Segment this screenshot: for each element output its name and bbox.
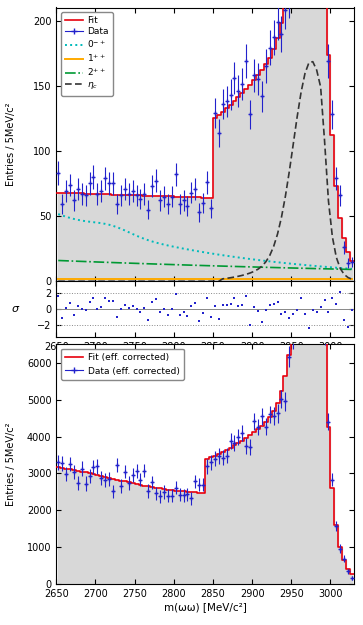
Point bbox=[200, 308, 206, 318]
Point bbox=[275, 297, 281, 307]
Point bbox=[204, 293, 210, 303]
Point bbox=[142, 302, 147, 312]
Point bbox=[161, 304, 167, 314]
Point bbox=[251, 302, 257, 312]
Point bbox=[216, 314, 222, 324]
Point bbox=[228, 299, 233, 309]
Point bbox=[98, 302, 104, 312]
Point bbox=[122, 299, 128, 309]
Legend: Fit, Data, 0$^{-+}$, 1$^{++}$, 2$^{++}$, $\eta_c$: Fit, Data, 0$^{-+}$, 1$^{++}$, 2$^{++}$,… bbox=[61, 12, 113, 96]
Point bbox=[59, 313, 65, 323]
Point bbox=[212, 301, 218, 311]
Point bbox=[236, 301, 241, 311]
Point bbox=[169, 304, 175, 314]
Point bbox=[306, 322, 312, 332]
Point bbox=[345, 322, 351, 332]
Point bbox=[294, 305, 300, 315]
Y-axis label: $\sigma$: $\sigma$ bbox=[11, 304, 21, 314]
Point bbox=[134, 304, 139, 314]
Point bbox=[278, 309, 284, 319]
Point bbox=[173, 289, 179, 299]
Point bbox=[181, 307, 187, 317]
Point bbox=[130, 301, 135, 311]
Point bbox=[188, 301, 194, 311]
Point bbox=[165, 310, 171, 320]
Point bbox=[232, 292, 237, 302]
Point bbox=[286, 312, 292, 322]
Point bbox=[243, 291, 249, 301]
Point bbox=[224, 301, 229, 311]
Point bbox=[94, 304, 100, 314]
Point bbox=[208, 312, 214, 322]
X-axis label: m(ωω) [MeV/c²]: m(ωω) [MeV/c²] bbox=[164, 367, 246, 377]
Point bbox=[153, 294, 159, 304]
Point bbox=[341, 315, 347, 325]
Point bbox=[302, 309, 308, 319]
Point bbox=[259, 318, 265, 328]
Point bbox=[330, 293, 335, 303]
Y-axis label: Entries / 5MeV/c²: Entries / 5MeV/c² bbox=[6, 102, 16, 186]
Point bbox=[271, 299, 277, 309]
Point bbox=[240, 299, 245, 309]
Point bbox=[314, 307, 319, 317]
Point bbox=[282, 307, 288, 317]
Point bbox=[138, 307, 143, 317]
Point bbox=[114, 312, 120, 322]
Point bbox=[349, 305, 355, 315]
Point bbox=[55, 291, 61, 301]
Point bbox=[67, 298, 73, 308]
Point bbox=[118, 304, 124, 314]
Point bbox=[71, 309, 77, 319]
Point bbox=[177, 310, 183, 320]
Point bbox=[318, 302, 323, 312]
Point bbox=[110, 296, 116, 306]
Y-axis label: Entries / 5MeV/c²: Entries / 5MeV/c² bbox=[6, 422, 16, 506]
Point bbox=[310, 304, 316, 314]
Point bbox=[83, 305, 89, 315]
Point bbox=[290, 309, 296, 319]
Point bbox=[196, 316, 202, 326]
Point bbox=[63, 302, 69, 312]
Point bbox=[102, 293, 108, 303]
Point bbox=[91, 292, 97, 302]
Point bbox=[247, 320, 253, 330]
Point bbox=[157, 308, 163, 318]
Point bbox=[220, 300, 226, 310]
Point bbox=[126, 303, 132, 313]
Point bbox=[267, 299, 273, 309]
Point bbox=[106, 296, 112, 306]
Point bbox=[146, 316, 151, 326]
Point bbox=[326, 307, 331, 317]
Point bbox=[255, 306, 261, 316]
Point bbox=[184, 311, 190, 321]
Legend: Fit (eff. corrected), Data (eff. corrected): Fit (eff. corrected), Data (eff. correct… bbox=[61, 349, 184, 380]
Point bbox=[192, 298, 198, 308]
X-axis label: m(ωω) [MeV/c²]: m(ωω) [MeV/c²] bbox=[164, 602, 246, 612]
Point bbox=[149, 297, 155, 307]
Point bbox=[322, 295, 327, 305]
Point bbox=[263, 305, 269, 315]
Point bbox=[333, 299, 339, 309]
Point bbox=[337, 288, 343, 298]
Point bbox=[79, 304, 85, 314]
Point bbox=[75, 301, 81, 311]
Point bbox=[87, 297, 93, 307]
Point bbox=[298, 293, 304, 303]
